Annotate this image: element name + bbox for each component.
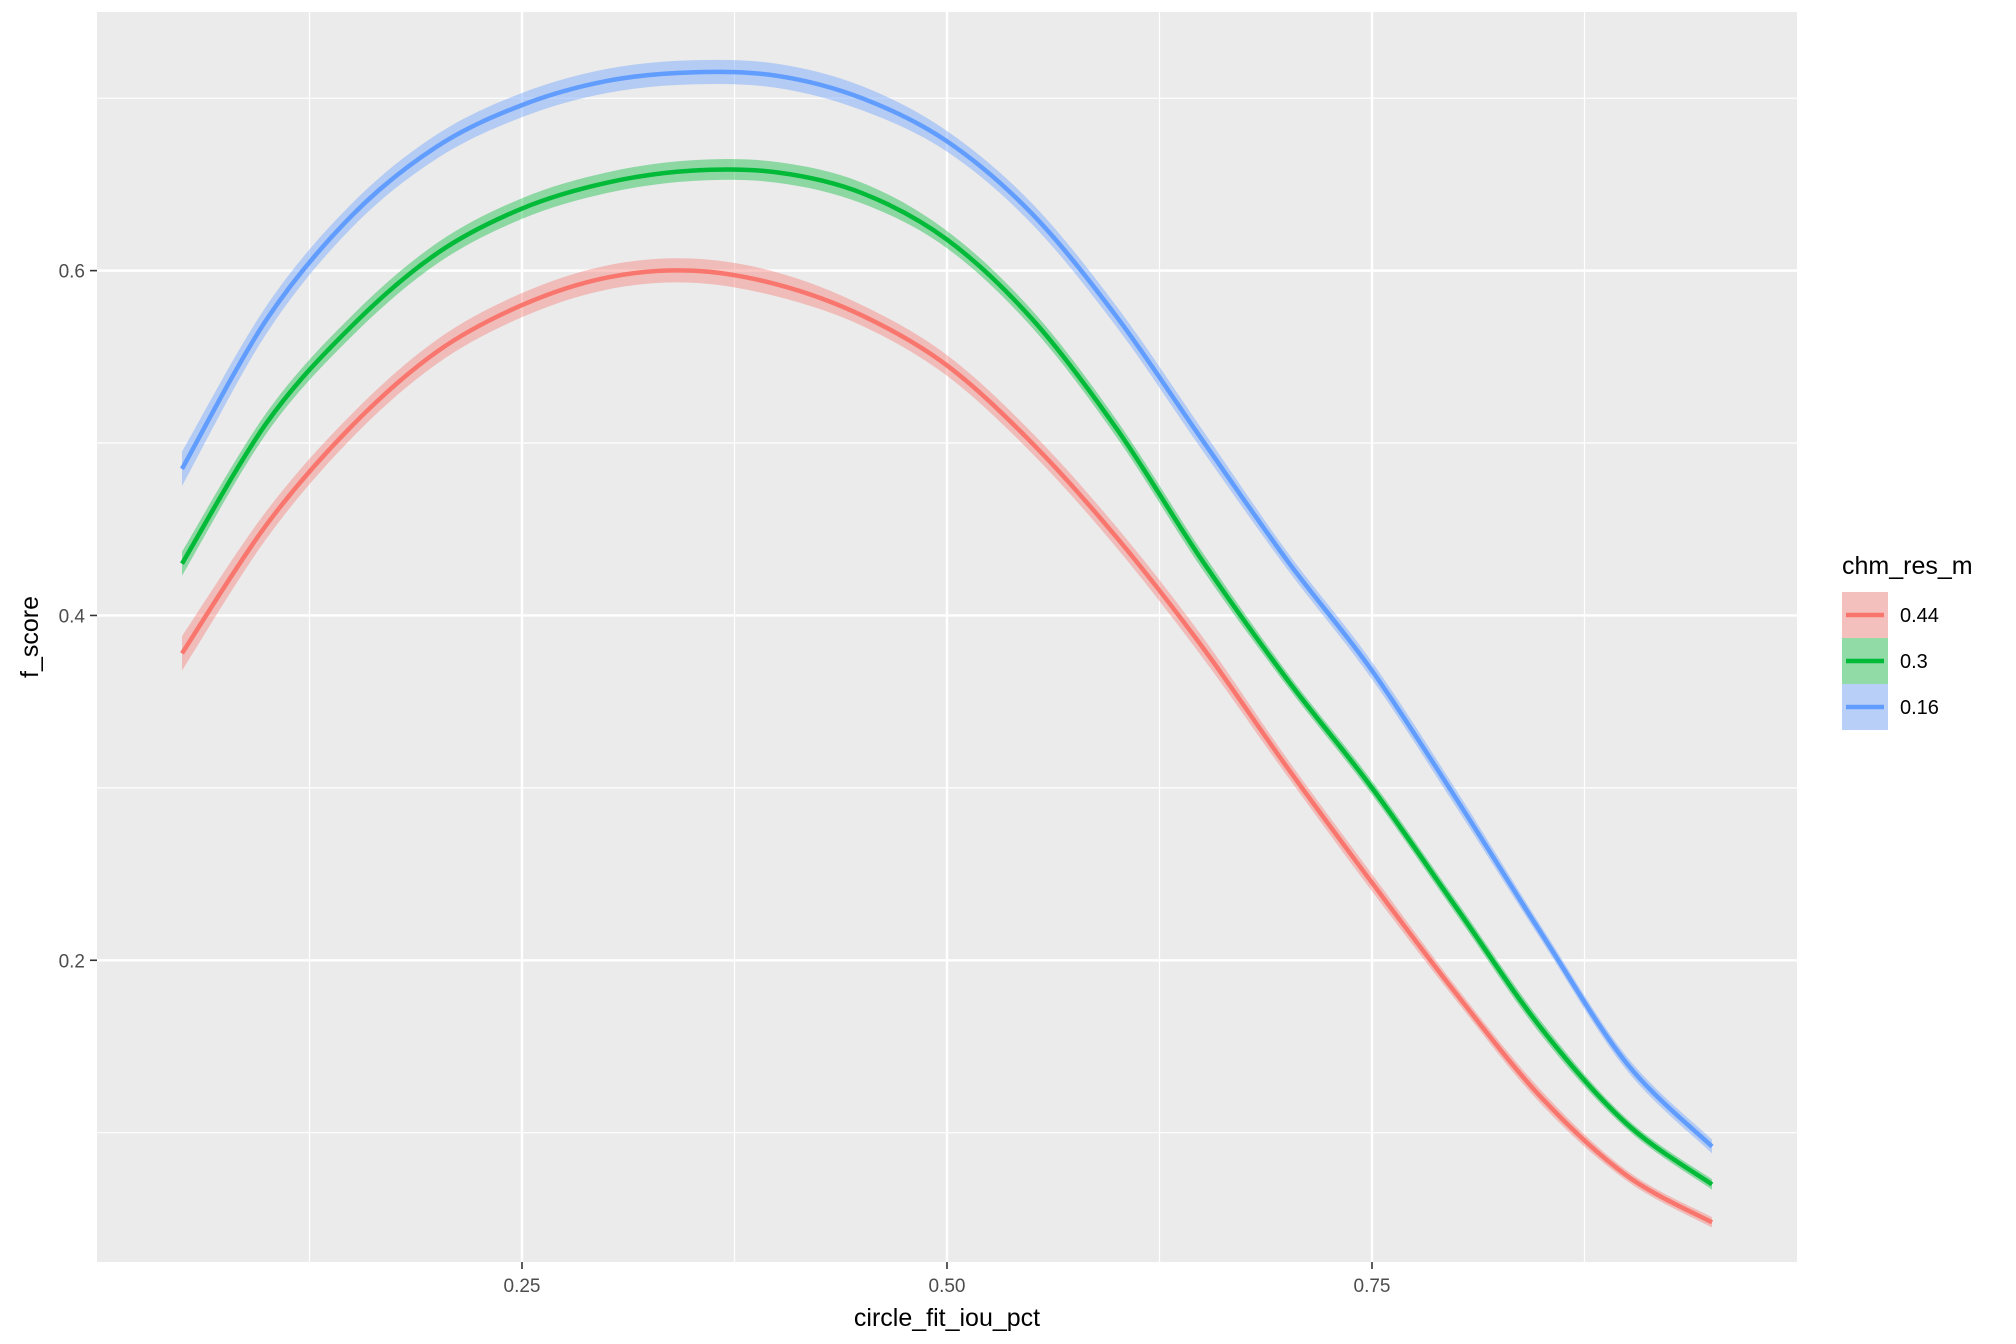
- series-line-0.16: [180, 69, 1714, 1149]
- y-tick-label: 0.2: [59, 951, 85, 972]
- y-tick-label: 0.4: [59, 606, 86, 627]
- legend-label: 0.44: [1900, 605, 1939, 627]
- legend-title: chm_res_m: [1842, 552, 1973, 580]
- series-lines: [180, 69, 1714, 1225]
- major-gridlines: [97, 12, 1797, 1262]
- series-line-0.44: [180, 268, 1714, 1225]
- legend-items: 0.44 0.3 0.16: [1842, 592, 1939, 730]
- legend: chm_res_m 0.44 0.3 0.16: [1842, 552, 1973, 730]
- y-tick-label: 0.6: [59, 262, 85, 283]
- legend-label: 0.3: [1900, 651, 1928, 673]
- y-axis-ticks: 0.2 0.4 0.6: [59, 262, 97, 972]
- x-axis-ticks: 0.25 0.50 0.75: [504, 1262, 1391, 1297]
- x-axis-title: circle_fit_iou_pct: [854, 1304, 1040, 1332]
- x-tick-label: 0.50: [929, 1276, 966, 1297]
- x-tick-label: 0.75: [1354, 1276, 1391, 1297]
- x-tick-label: 0.25: [504, 1276, 541, 1297]
- series-line-0.3: [180, 167, 1714, 1187]
- y-axis-title: f_score: [16, 596, 44, 678]
- legend-label: 0.16: [1900, 697, 1939, 719]
